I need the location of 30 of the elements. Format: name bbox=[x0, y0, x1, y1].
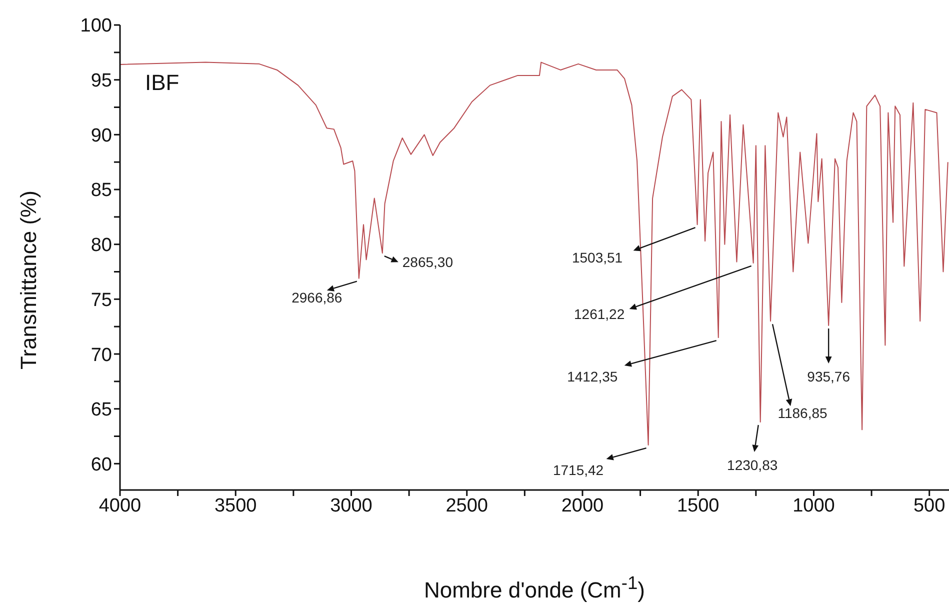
x-tick-label: 1000 bbox=[792, 495, 835, 516]
x-tick-label: 4000 bbox=[98, 495, 142, 516]
annotation: 1230,83 bbox=[727, 457, 778, 474]
y-tick-label: 85 bbox=[90, 180, 112, 202]
line-series bbox=[120, 62, 948, 446]
y-tick-label: 95 bbox=[90, 70, 112, 92]
annotation: 1412,35 bbox=[567, 368, 618, 385]
annotation: 2966,86 bbox=[292, 289, 342, 306]
y-tick-label: 70 bbox=[90, 344, 112, 366]
annotation: 2865,30 bbox=[402, 254, 454, 270]
y-axis-title: Transmittance (%) bbox=[16, 190, 42, 370]
x-tick-label: 1500 bbox=[676, 495, 720, 516]
y-tick-label: 80 bbox=[90, 235, 112, 256]
x-tick-label: 2500 bbox=[446, 495, 488, 516]
x-tick-label: 500 bbox=[913, 495, 946, 516]
y-tick-label: 90 bbox=[90, 125, 112, 146]
x-axis-title: Nombre d'onde (Cm$^{-1}$) bbox=[422, 572, 646, 604]
y-tick-label: 60 bbox=[90, 454, 112, 476]
y-tick-label: 75 bbox=[90, 290, 112, 311]
x-tick-label: 3000 bbox=[330, 495, 372, 516]
annotation: IBF bbox=[145, 70, 180, 96]
y-tick-label: 65 bbox=[90, 400, 112, 421]
annotation: 1503,51 bbox=[572, 250, 623, 266]
annotation: 1261,22 bbox=[574, 306, 625, 322]
x-tick-label: 3500 bbox=[214, 495, 257, 516]
annotation: 1186,85 bbox=[778, 405, 828, 422]
y-tick-label: 100 bbox=[80, 16, 112, 37]
annotation: 935,76 bbox=[807, 368, 850, 384]
annotation: 1715,42 bbox=[552, 462, 604, 478]
x-tick-label: 2000 bbox=[561, 495, 604, 516]
